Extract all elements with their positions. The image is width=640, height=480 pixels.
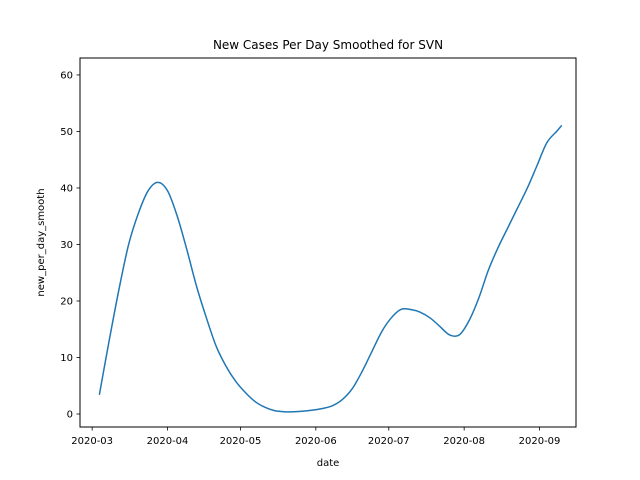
y-tick-label: 10 <box>60 353 73 364</box>
x-tick-label: 2020-04 <box>147 436 189 447</box>
x-axis: 2020-03 2020-04 2020-05 2020-06 2020-07 2020-… <box>71 427 560 447</box>
y-tick-label: 0 <box>67 410 73 421</box>
series-line-0 <box>98 125 563 413</box>
x-tick-label: 2020-06 <box>295 436 337 447</box>
chart-title: New Cases Per Day Smoothed for SVN <box>213 38 443 52</box>
y-axis-label: new_per_day_smooth <box>36 188 47 296</box>
y-tick-label: 40 <box>60 183 73 194</box>
y-axis: 0 10 20 30 40 50 60 <box>60 70 80 421</box>
y-tick-label: 30 <box>60 240 73 251</box>
y-tick-label: 20 <box>60 296 73 307</box>
x-tick-label: 2020-08 <box>443 436 485 447</box>
x-tick-label: 2020-05 <box>220 436 262 447</box>
y-tick-label: 60 <box>60 70 73 81</box>
y-tick-label: 50 <box>60 127 73 138</box>
x-tick-label: 2020-07 <box>368 436 410 447</box>
x-axis-label: date <box>317 458 340 469</box>
x-tick-label: 2020-03 <box>71 436 113 447</box>
plot-frame <box>79 57 577 428</box>
x-tick-label: 2020-09 <box>519 436 561 447</box>
plot-area <box>98 125 563 413</box>
